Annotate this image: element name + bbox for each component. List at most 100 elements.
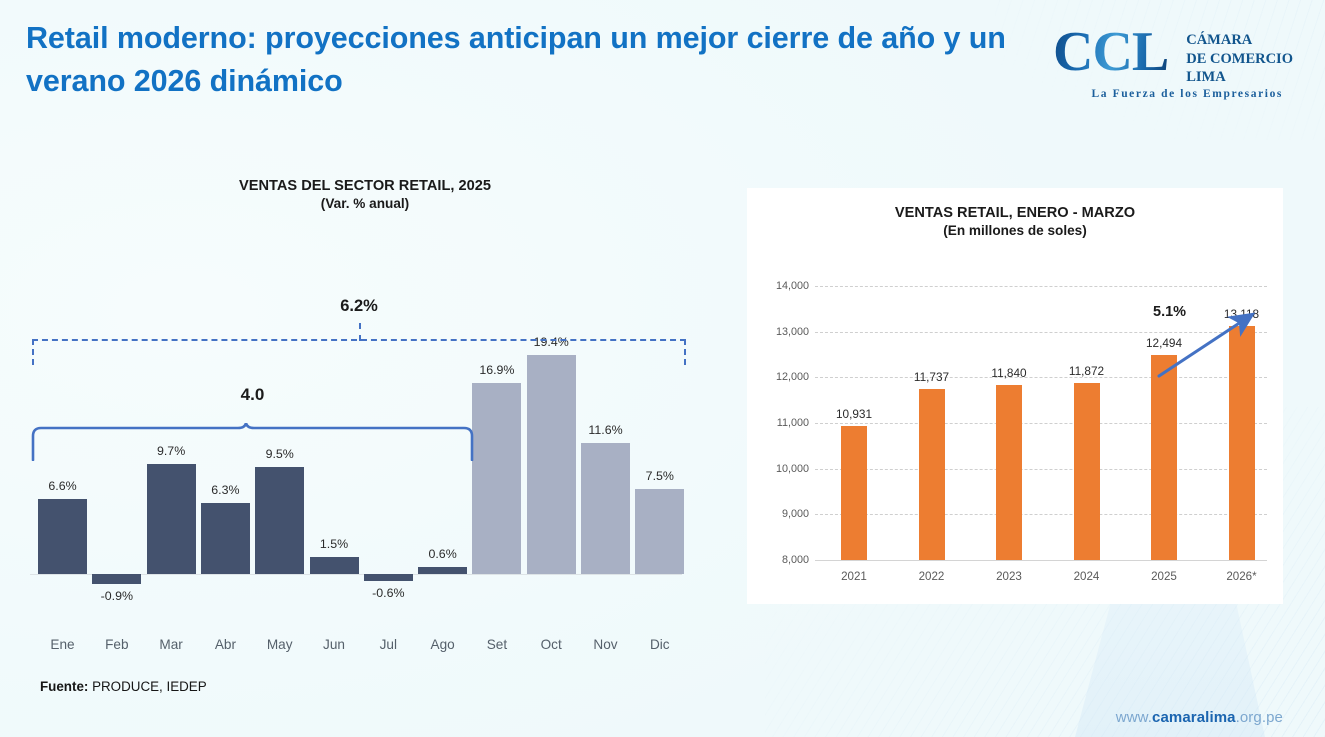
left-chart-bar-value-label: 9.5% bbox=[265, 446, 294, 461]
logo-subtitle-line-3: LIMA bbox=[1186, 69, 1226, 86]
right-chart-x-tick-label: 2023 bbox=[996, 570, 1022, 583]
left-chart-x-tick-label: Oct bbox=[540, 637, 562, 652]
source-label: Fuente: bbox=[40, 679, 89, 694]
left-chart-bar-value-label: -0.9% bbox=[100, 589, 133, 604]
logo-wordmark: CCL bbox=[1053, 21, 1169, 83]
left-chart-x-tick-label: Ene bbox=[50, 637, 75, 652]
right-chart-bar[interactable] bbox=[1073, 383, 1100, 560]
left-chart-bar-value-label: 0.6% bbox=[428, 547, 457, 562]
left-chart-title: VENTAS DEL SECTOR RETAIL, 2025 bbox=[239, 178, 491, 194]
left-chart-bar[interactable] bbox=[38, 499, 87, 574]
annotation-bracket-total-year-label: 6.2% bbox=[340, 297, 378, 315]
website-url-prefix: www. bbox=[1115, 709, 1153, 726]
right-chart-bar-group: 13,118 2026* bbox=[1205, 252, 1279, 602]
ccl-logo: CCL CÁMARA DE COMERCIO LIMA La Fuerza de… bbox=[1053, 21, 1293, 105]
left-chart-bar[interactable] bbox=[581, 442, 630, 574]
right-chart-bar-value-label: 10,931 bbox=[835, 407, 873, 422]
right-chart-bar[interactable] bbox=[841, 426, 867, 560]
left-chart-bar[interactable] bbox=[526, 354, 576, 574]
left-chart-x-tick-label: Dic bbox=[649, 637, 670, 652]
right-chart-gridline bbox=[815, 560, 1267, 561]
annotation-bracket-jan-aug: 4.0 bbox=[30, 385, 475, 462]
left-chart-bar[interactable] bbox=[309, 557, 359, 574]
right-chart-bar-group: 11,737 2022 bbox=[895, 252, 969, 602]
annotation-growth-arrow-label: 5.1% bbox=[1153, 304, 1187, 320]
right-chart-plot-area: 8,000 9,000 10,000 11,000 12,000 13,000 14,000… bbox=[747, 252, 1283, 602]
left-chart-bar-group: 7.5% Dic bbox=[635, 229, 685, 652]
right-chart-bar[interactable] bbox=[918, 389, 945, 560]
chart-ventas-retail-enero-marzo-panel: VENTAS RETAIL, ENERO - MARZO (En millone… bbox=[747, 188, 1283, 604]
left-chart-bar-group: 1.5% Jun bbox=[309, 229, 359, 652]
left-chart-x-tick-label: May bbox=[266, 637, 293, 652]
right-chart-bar-group: 12,494 2025 bbox=[1127, 252, 1201, 602]
right-chart-y-tick-label: 10,000 bbox=[775, 462, 809, 475]
page-title: Retail moderno: proyecciones anticipan u… bbox=[26, 21, 1006, 99]
right-chart-x-tick-label: 2022 bbox=[918, 570, 945, 583]
left-chart-bar[interactable] bbox=[200, 502, 250, 574]
right-chart-bar-group: 11,872 2024 bbox=[1050, 252, 1124, 602]
right-chart-y-tick-label: 14,000 bbox=[775, 280, 809, 292]
annotation-bracket-total-year-tick bbox=[359, 323, 361, 341]
right-chart-gridline bbox=[815, 331, 1267, 333]
left-chart-bar[interactable] bbox=[635, 489, 685, 574]
left-chart-x-tick-label: Feb bbox=[105, 637, 129, 652]
left-chart-bar-value-label: 6.3% bbox=[211, 482, 240, 497]
right-chart-bar-value-label: 11,840 bbox=[991, 365, 1027, 380]
left-chart-subtitle: (Var. % anual) bbox=[320, 196, 410, 211]
left-chart-bar-value-label: -0.6% bbox=[372, 585, 405, 600]
right-chart-y-tick-label: 13,000 bbox=[775, 325, 809, 338]
left-chart-bar[interactable] bbox=[146, 464, 196, 574]
left-chart-bar-value-label: 7.5% bbox=[645, 469, 674, 484]
right-chart-gridline bbox=[815, 423, 1267, 424]
left-chart-bar-group: 11.6% Nov bbox=[581, 229, 630, 652]
right-chart-gridline bbox=[815, 468, 1267, 470]
right-chart-gridline bbox=[815, 514, 1267, 516]
right-chart-x-tick-label: 2024 bbox=[1073, 570, 1100, 583]
right-chart-x-tick-label: 2026* bbox=[1226, 570, 1257, 583]
right-chart-bar-group: 11,840 2023 bbox=[972, 252, 1046, 602]
right-chart-title: VENTAS RETAIL, ENERO - MARZO bbox=[894, 205, 1136, 221]
annotation-growth-arrow: 5.1% bbox=[1151, 304, 1271, 396]
logo-main-row: CCL CÁMARA DE COMERCIO LIMA bbox=[1053, 21, 1293, 87]
left-chart-plot-area: 6.6% Ene -0.9% Feb 9.7% Mar 6.3% Abr 9.5% May 1.5%… bbox=[0, 229, 700, 652]
chart-ventas-sector-retail-2025: VENTAS DEL SECTOR RETAIL, 2025 (Var. % a… bbox=[0, 178, 720, 652]
left-chart-bar-group: 16.9% Set bbox=[472, 229, 522, 652]
left-chart-bar[interactable] bbox=[472, 383, 522, 574]
logo-subtitle-line-2: DE COMERCIO bbox=[1186, 50, 1293, 67]
left-chart-bar-value-label: 19.4% bbox=[533, 334, 569, 349]
left-chart-bar-value-label: 9.7% bbox=[156, 444, 186, 459]
annotation-bracket-jan-aug-shape bbox=[31, 407, 474, 462]
logo-tagline: La Fuerza de los Empresarios bbox=[1091, 87, 1283, 100]
left-chart-x-tick-label: Ago bbox=[430, 637, 455, 652]
left-chart-bar[interactable] bbox=[418, 567, 468, 574]
website-url[interactable]: www.camaralima.org.pe bbox=[1116, 709, 1283, 726]
left-chart-bar-group: 6.6% Ene bbox=[38, 229, 87, 652]
right-chart-subtitle: (En millones de soles) bbox=[943, 223, 1087, 238]
right-chart-x-tick-label: 2025 bbox=[1151, 570, 1177, 583]
right-chart-y-tick-label: 12,000 bbox=[775, 371, 809, 384]
left-chart-bar[interactable] bbox=[363, 574, 413, 581]
left-chart-bar-group: 6.3% Abr bbox=[200, 229, 250, 652]
left-chart-x-tick-label: Jun bbox=[323, 637, 345, 652]
right-chart-bar-value-label: 11,737 bbox=[913, 370, 950, 385]
website-url-brand: camaralima bbox=[1152, 709, 1236, 726]
left-chart-bar-group: 0.6% Ago bbox=[418, 229, 468, 652]
right-chart-bar[interactable] bbox=[996, 384, 1022, 560]
annotation-bracket-total-year: 6.2% bbox=[32, 297, 686, 365]
website-url-suffix: .org.pe bbox=[1235, 709, 1283, 726]
left-chart-x-tick-label: Jul bbox=[379, 637, 397, 652]
right-chart-bar[interactable] bbox=[1228, 326, 1255, 560]
left-chart-bar-value-label: 16.9% bbox=[479, 363, 515, 378]
source-value: PRODUCE, IEDEP bbox=[88, 679, 207, 694]
right-chart-bar-value-label: 11,872 bbox=[1068, 364, 1105, 379]
right-chart-y-tick-label: 9,000 bbox=[781, 508, 809, 521]
left-chart-bar[interactable] bbox=[92, 574, 142, 585]
right-chart-y-tick-label: 8,000 bbox=[781, 554, 809, 566]
left-chart-bar[interactable] bbox=[255, 466, 305, 574]
left-chart-bar-group: 9.7% Mar bbox=[146, 229, 196, 652]
logo-subtitle-line-1: CÁMARA bbox=[1186, 32, 1253, 48]
right-chart-bar[interactable] bbox=[1151, 354, 1177, 560]
left-chart-bar-value-label: 1.5% bbox=[319, 537, 349, 552]
right-chart-gridline bbox=[815, 286, 1267, 287]
